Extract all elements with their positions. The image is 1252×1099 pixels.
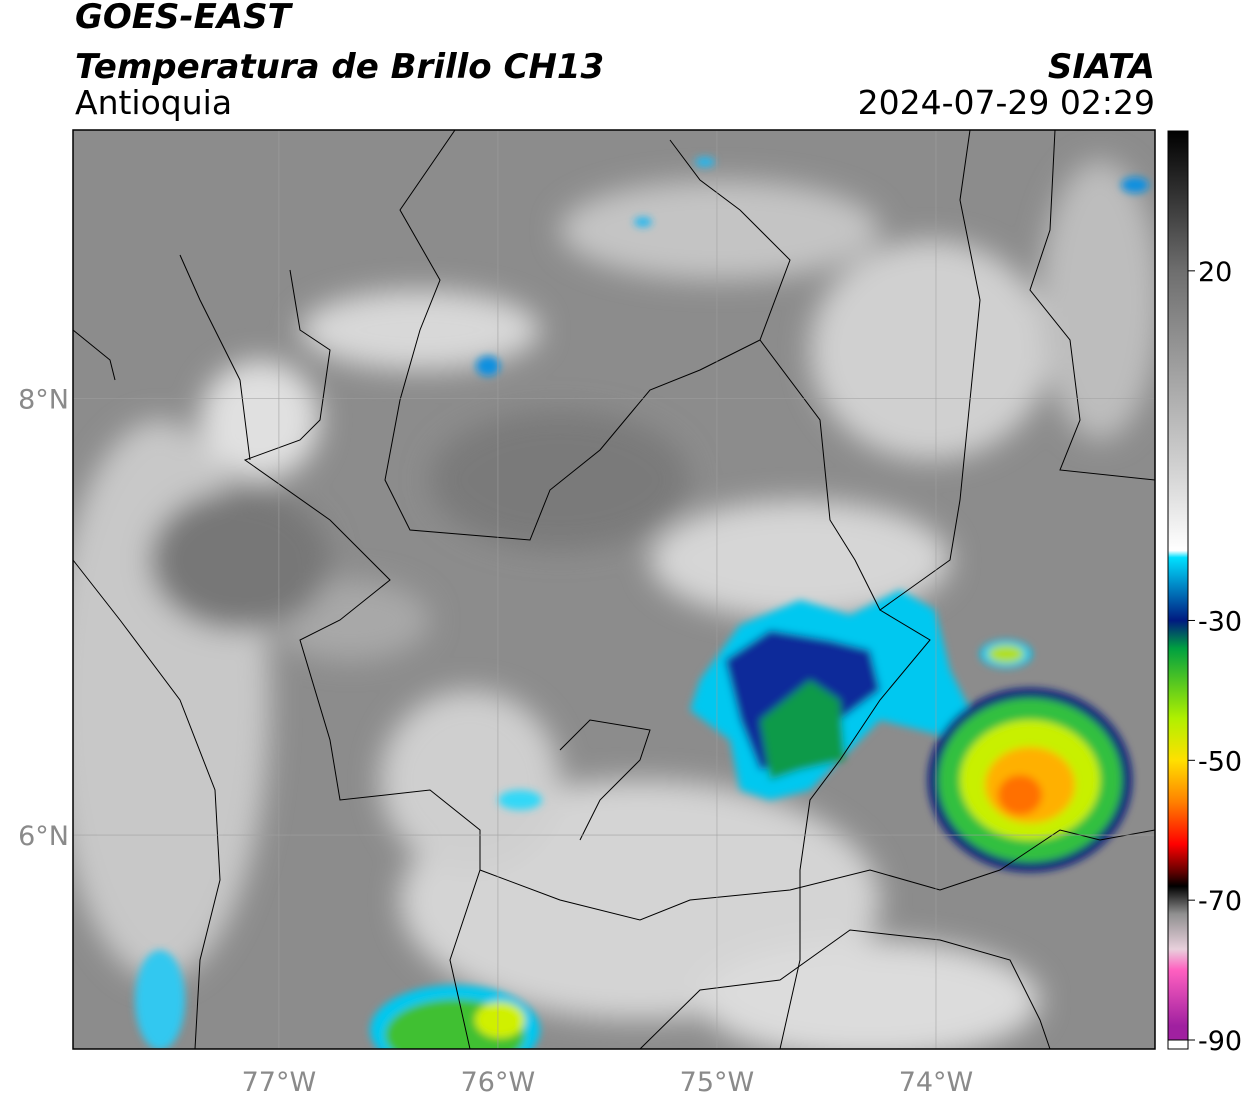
colorbar-under <box>1167 1039 1189 1050</box>
clouds <box>73 160 1155 1049</box>
region: Antioquia <box>75 83 232 122</box>
borders <box>73 130 1155 1049</box>
graticule <box>73 130 1155 1049</box>
source: SIATA <box>1048 47 1155 87</box>
colorbar-tick-label: -30 <box>1198 606 1242 637</box>
cold-clouds <box>135 157 1149 1049</box>
lat-label: 8°N <box>18 384 69 415</box>
datetime: 2024-07-29 02:29 <box>858 83 1155 122</box>
lat-label: 6°N <box>18 821 69 852</box>
lon-label: 76°W <box>461 1067 536 1098</box>
title: GOES-EAST <box>75 0 294 37</box>
colorbar: 20 -30 -50 -70 -90 <box>1167 130 1242 1057</box>
colorbar-tick-label: -90 <box>1198 1026 1242 1057</box>
satellite-image <box>73 130 1155 1049</box>
subtitle: Temperatura de Brillo CH13 <box>75 47 604 87</box>
map-frame <box>72 129 1156 1050</box>
lon-label: 75°W <box>680 1067 755 1098</box>
colorbar-scale <box>1167 130 1189 1041</box>
colorbar-tick-label: -70 <box>1198 886 1242 917</box>
lon-label: 74°W <box>899 1067 974 1098</box>
lon-label: 77°W <box>242 1067 317 1098</box>
colorbar-tick-label: -50 <box>1198 746 1242 777</box>
colorbar-tick-label: 20 <box>1198 257 1232 288</box>
